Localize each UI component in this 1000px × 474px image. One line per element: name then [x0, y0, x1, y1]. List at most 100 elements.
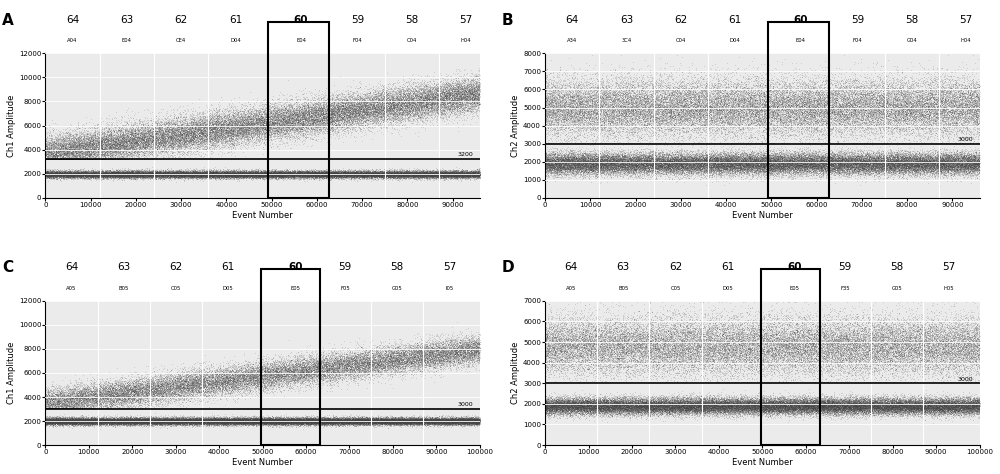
Point	[127, 417, 143, 425]
Point	[91, 141, 107, 148]
Point	[926, 406, 942, 414]
Point	[223, 414, 239, 422]
Point	[255, 418, 271, 426]
Point	[410, 418, 426, 426]
Point	[954, 401, 970, 409]
Point	[299, 115, 315, 123]
Point	[959, 403, 975, 411]
Point	[569, 401, 585, 409]
Point	[73, 417, 89, 425]
Point	[40, 171, 56, 178]
Point	[406, 169, 422, 177]
Point	[326, 417, 342, 425]
Point	[655, 409, 671, 416]
Point	[768, 408, 784, 415]
Point	[194, 418, 210, 425]
Point	[708, 401, 724, 408]
Point	[38, 151, 54, 158]
Point	[819, 104, 835, 111]
Point	[45, 417, 61, 425]
Point	[109, 171, 125, 178]
Point	[302, 171, 318, 179]
Point	[792, 407, 808, 414]
Point	[435, 91, 451, 99]
Point	[242, 170, 258, 178]
Point	[256, 417, 272, 424]
Point	[385, 417, 401, 424]
Point	[212, 170, 228, 178]
Point	[837, 118, 853, 126]
Point	[144, 145, 160, 152]
Point	[155, 169, 171, 176]
Point	[881, 409, 897, 416]
Point	[668, 150, 684, 157]
Point	[850, 396, 866, 404]
Point	[964, 162, 980, 169]
Point	[149, 166, 165, 174]
Point	[641, 402, 657, 410]
Point	[382, 173, 398, 180]
Point	[763, 117, 779, 125]
Point	[158, 169, 174, 177]
Point	[45, 415, 61, 423]
Point	[438, 362, 454, 370]
Point	[612, 355, 628, 362]
Point	[595, 398, 611, 406]
Point	[935, 346, 951, 353]
Point	[330, 170, 346, 177]
Point	[306, 175, 322, 182]
Point	[696, 400, 712, 408]
Point	[969, 118, 985, 126]
Point	[461, 417, 477, 425]
Point	[865, 112, 881, 119]
Point	[318, 173, 334, 181]
Point	[584, 97, 600, 105]
Point	[582, 109, 598, 116]
Point	[573, 409, 589, 416]
Point	[743, 155, 759, 163]
Point	[853, 151, 869, 159]
Point	[626, 367, 642, 375]
Point	[896, 151, 912, 159]
Point	[371, 414, 387, 422]
Point	[571, 113, 587, 121]
Point	[158, 171, 174, 178]
Point	[223, 419, 239, 426]
Point	[658, 400, 674, 408]
Point	[740, 401, 756, 409]
Point	[644, 100, 660, 108]
Point	[123, 128, 139, 136]
Point	[406, 357, 422, 365]
Point	[153, 372, 169, 379]
Point	[82, 417, 98, 425]
Point	[217, 376, 233, 383]
Point	[827, 91, 843, 99]
Point	[559, 158, 575, 165]
Point	[327, 171, 343, 179]
Point	[406, 170, 422, 178]
Point	[580, 399, 596, 407]
Point	[132, 421, 148, 428]
Point	[116, 173, 132, 180]
Point	[334, 114, 350, 121]
Point	[690, 342, 706, 349]
Point	[890, 373, 906, 380]
Point	[341, 173, 357, 181]
Point	[874, 402, 890, 410]
Point	[803, 403, 819, 410]
Point	[952, 316, 968, 324]
Point	[877, 338, 893, 346]
Point	[719, 168, 735, 175]
Point	[897, 97, 913, 105]
Point	[838, 78, 854, 86]
Point	[112, 382, 128, 389]
Point	[765, 129, 781, 137]
Point	[105, 417, 121, 425]
Point	[610, 401, 626, 409]
Point	[143, 415, 159, 423]
Point	[384, 356, 400, 364]
Point	[736, 158, 752, 166]
Point	[63, 169, 79, 177]
Point	[552, 339, 568, 347]
Point	[834, 161, 850, 168]
